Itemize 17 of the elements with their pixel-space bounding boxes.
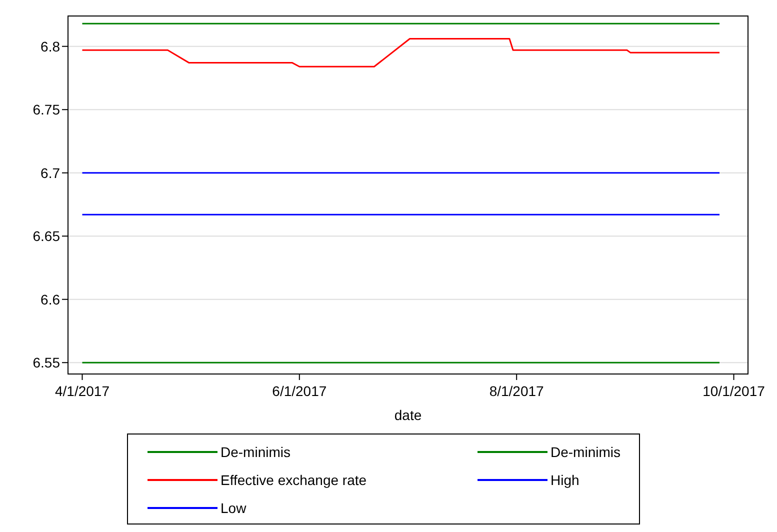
y-tick-label: 6.8 [40,38,60,54]
legend-label: De-minimis [550,444,620,460]
legend-label: Effective exchange rate [220,472,367,488]
y-tick-label: 6.75 [32,102,60,118]
legend-label: De-minimis [220,444,290,460]
y-tick-label: 6.7 [40,164,60,181]
x-tick-label: 4/1/2017 [54,383,110,399]
x-tick-label: 10/1/2017 [702,383,766,399]
x-tick-label: 6/1/2017 [272,383,327,399]
legend-label: High [550,472,580,488]
x-axis-title: date [394,407,422,423]
y-tick-label: 6.65 [32,228,60,244]
legend-label: Low [220,500,248,516]
y-tick-label: 6.6 [40,291,60,308]
y-tick-label: 6.55 [32,354,60,371]
x-tick-label: 8/1/2017 [489,383,544,399]
line-series [81,38,720,68]
